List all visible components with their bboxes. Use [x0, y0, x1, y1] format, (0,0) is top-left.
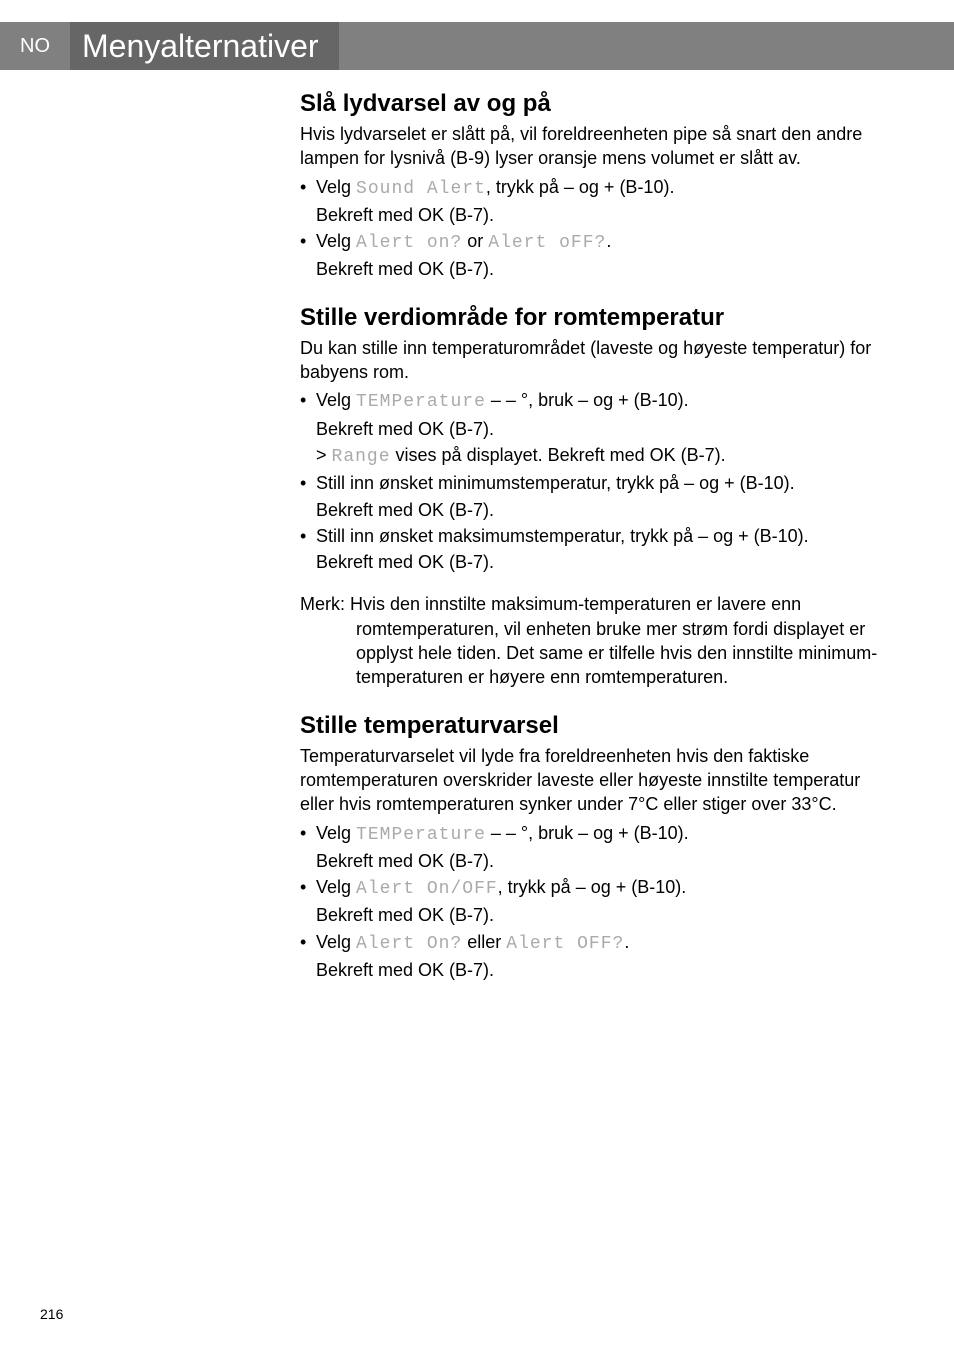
lcd-text: Alert on? [356, 233, 462, 253]
sub-text: Bekreft med OK (B-7). [300, 903, 880, 927]
sub-text: Bekreft med OK (B-7). [300, 849, 880, 873]
lcd-text: TEMPerature [356, 392, 486, 412]
list-item: Velg Alert On/OFF, trykk på – og + (B-10… [300, 875, 880, 901]
content: Slå lydvarsel av og på Hvis lydvarselet … [300, 90, 880, 984]
list-item: Velg Alert on? or Alert oFF?. [300, 229, 880, 255]
list-item: Velg TEMPerature – – °, bruk – og + (B-1… [300, 821, 880, 847]
section-heading: Stille verdiområde for romtemperatur [300, 304, 880, 332]
section-heading: Stille temperaturvarsel [300, 712, 880, 740]
intro-text: Temperaturvarselet vil lyde fra foreldre… [300, 744, 880, 817]
lcd-text: Alert On? [356, 934, 462, 954]
sub-text: Bekreft med OK (B-7). [300, 958, 880, 982]
lcd-text: Alert On/OFF [356, 879, 498, 899]
sub-text: Bekreft med OK (B-7). [300, 498, 880, 522]
note-text: Merk: Hvis den innstilte maksimum-temper… [300, 592, 880, 689]
lcd-text: Range [332, 447, 391, 467]
lcd-text: TEMPerature [356, 825, 486, 845]
sub-text: Bekreft med OK (B-7). [300, 257, 880, 281]
section-heading: Slå lydvarsel av og på [300, 90, 880, 118]
intro-text: Du kan stille inn temperaturområdet (lav… [300, 336, 880, 385]
list-item: Still inn ønsket maksimumstemperatur, tr… [300, 524, 880, 548]
lcd-text: Alert OFF? [506, 934, 624, 954]
list-item: Velg TEMPerature – – °, bruk – og + (B-1… [300, 388, 880, 414]
gt-text: > Range vises på displayet. Bekreft med … [300, 443, 880, 469]
list-item: Velg Alert On? eller Alert OFF?. [300, 930, 880, 956]
intro-text: Hvis lydvarselet er slått på, vil foreld… [300, 122, 880, 171]
sub-text: Bekreft med OK (B-7). [300, 417, 880, 441]
lcd-text: Sound Alert [356, 179, 486, 199]
sub-text: Bekreft med OK (B-7). [300, 550, 880, 574]
lcd-text: Alert oFF? [488, 233, 606, 253]
list-item: Velg Sound Alert, trykk på – og + (B-10)… [300, 175, 880, 201]
sub-text: Bekreft med OK (B-7). [300, 203, 880, 227]
page-title: Menyalternativer [70, 22, 339, 70]
lang-badge: NO [0, 22, 70, 70]
page-number: 216 [40, 1306, 63, 1322]
list-item: Still inn ønsket minimumstemperatur, try… [300, 471, 880, 495]
